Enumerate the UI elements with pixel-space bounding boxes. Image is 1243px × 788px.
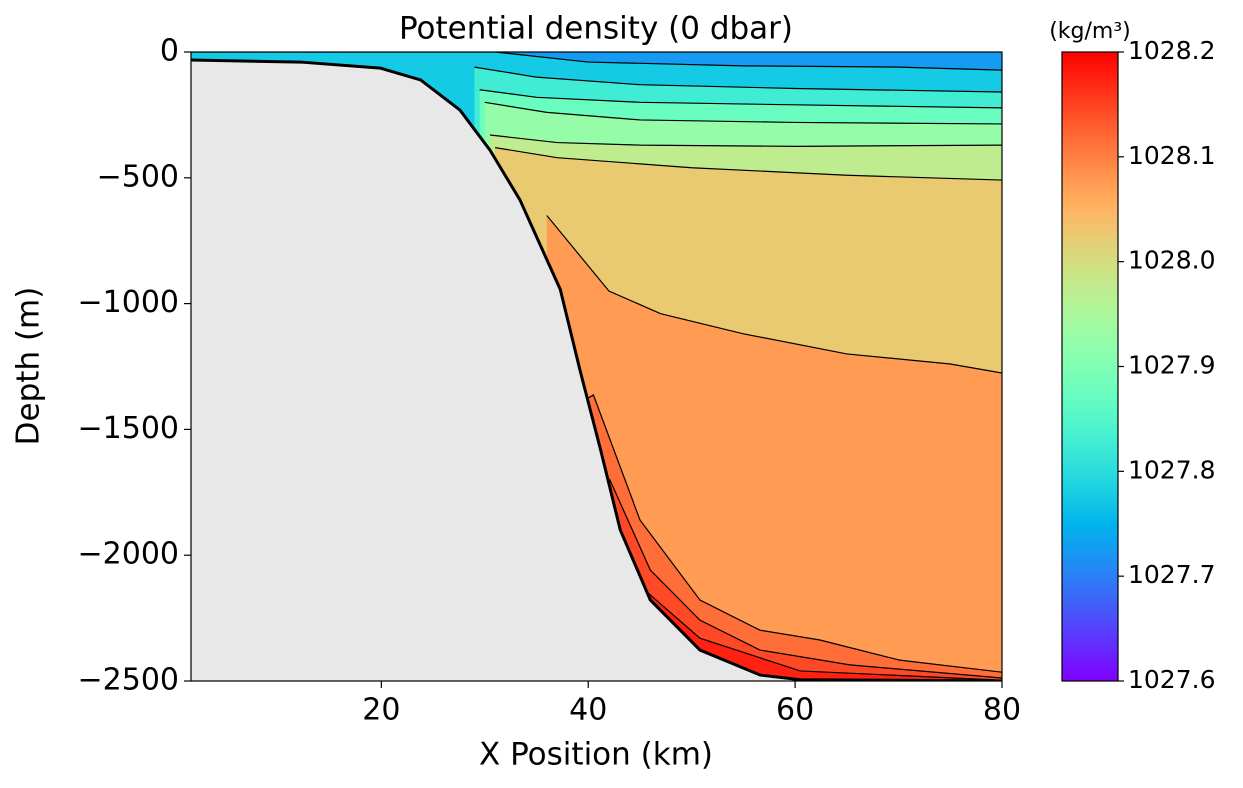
colorbar-tick-label: 1027.6 (1128, 665, 1215, 694)
colorbar-tick-label: 1027.7 (1128, 560, 1215, 589)
x-tick-label: 80 (983, 693, 1021, 728)
y-tick-label: −2000 (78, 537, 179, 572)
colorbar-tick-label: 1028.2 (1128, 36, 1215, 65)
x-tick-label: 60 (776, 693, 814, 728)
y-tick-label: −2500 (78, 663, 179, 698)
chart-title: Potential density (0 dbar) (399, 11, 793, 47)
y-tick-label: 0 (160, 34, 179, 69)
colorbar-tick-label: 1028.0 (1128, 246, 1215, 275)
band-fill (645, 590, 1002, 681)
contour-line (644, 589, 1002, 681)
plot-frame (190, 51, 1003, 682)
colorbar-tick-label: 1028.1 (1128, 141, 1215, 170)
contour-line (484, 101, 1002, 125)
band-fill (603, 479, 1002, 681)
contour-line (603, 478, 1002, 679)
x-axis-label: X Position (km) (479, 737, 713, 773)
contour-line (546, 215, 1002, 374)
y-tick-label: −1500 (78, 411, 179, 446)
x-tick-label: 40 (569, 693, 607, 728)
colorbar-label: (kg/m³) (1049, 19, 1131, 44)
seabed (191, 60, 1002, 681)
contour-line (585, 394, 1002, 673)
y-axis-label: Depth (m) (11, 287, 47, 446)
contour-line (489, 134, 1002, 147)
contour-line (479, 89, 1002, 109)
y-tick-label: −500 (97, 159, 179, 194)
colorbar (1061, 51, 1119, 682)
x-tick-label: 20 (362, 693, 400, 728)
colorbar-tick-label: 1027.8 (1128, 455, 1215, 484)
colorbar-tick-label: 1027.9 (1128, 351, 1215, 380)
seabed-line (191, 58, 1002, 681)
y-tick-label: −1000 (78, 285, 179, 320)
contour-line (191, 52, 1002, 71)
contour-line (495, 147, 1002, 181)
plot-area (191, 52, 1002, 681)
contour-line (474, 66, 1002, 93)
